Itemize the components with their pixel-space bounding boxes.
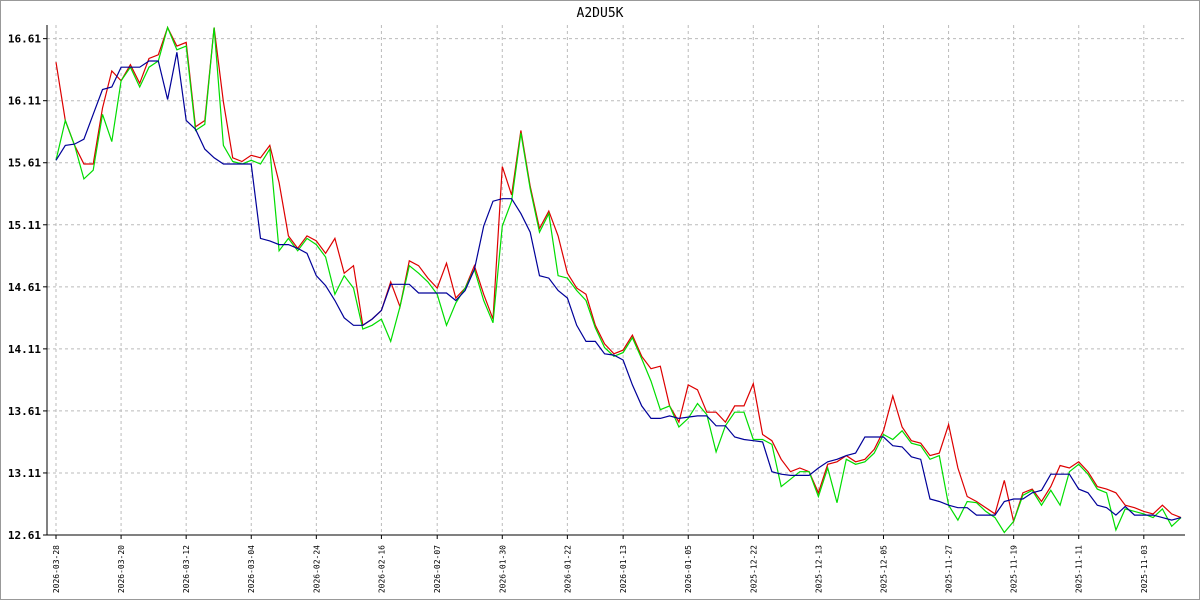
- series-line: [55, 25, 1182, 524]
- y-tick-label: 14.61: [8, 281, 41, 294]
- y-tick-label: 14.11: [8, 343, 41, 356]
- x-tick-label: 2026-03-20: [117, 545, 126, 593]
- x-tick-label: 2025-12-22: [749, 545, 758, 593]
- series-line: [55, 25, 1182, 534]
- y-tick-label: 13.61: [8, 405, 41, 418]
- y-tick-label: 15.61: [8, 157, 41, 170]
- x-tick-label: 2025-11-11: [1075, 545, 1084, 593]
- y-tick-label: 13.11: [8, 467, 41, 480]
- x-tick-label: 2025-12-13: [814, 545, 823, 593]
- x-tick-label: 2025-11-27: [945, 545, 954, 593]
- x-tick-label: 2026-02-16: [377, 545, 386, 593]
- x-tick-label: 2026-03-12: [182, 545, 191, 593]
- x-tick-label: 2026-01-22: [563, 545, 572, 593]
- x-tick-label: 2025-12-05: [879, 545, 888, 593]
- x-tick-label: 2025-11-03: [1140, 545, 1149, 593]
- y-tick-label: 16.11: [8, 95, 41, 108]
- y-tick-label: 15.11: [8, 219, 41, 232]
- x-tick-label: 2026-02-24: [312, 545, 321, 593]
- y-tick-label: 16.61: [8, 33, 41, 46]
- x-tick-label: 2026-01-05: [684, 545, 693, 593]
- x-tick-label: 2025-11-19: [1010, 545, 1019, 593]
- series-line: [55, 52, 1182, 521]
- x-tick-label: 2026-01-13: [619, 545, 628, 593]
- y-tick-label: 12.61: [8, 529, 41, 542]
- chart-title: A2DU5K: [577, 6, 624, 21]
- x-tick-label: 2026-03-28: [52, 545, 61, 593]
- x-tick-label: 2026-01-30: [498, 545, 507, 593]
- x-tick-label: 2026-02-07: [433, 545, 442, 593]
- x-tick-label: 2026-03-04: [247, 545, 256, 593]
